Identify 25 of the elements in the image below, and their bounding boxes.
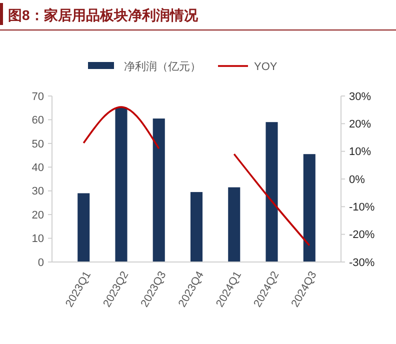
- y2-tick-label: 30%: [349, 90, 372, 103]
- y2-tick-label: 20%: [349, 118, 372, 131]
- bar: [266, 122, 278, 262]
- y2-tick-label: -20%: [349, 229, 375, 242]
- bar: [190, 192, 203, 262]
- y-tick-label: 30: [32, 186, 44, 198]
- legend-label: YOY: [254, 60, 278, 73]
- y-tick-label: 0: [38, 256, 44, 269]
- bar: [115, 108, 128, 262]
- bar: [78, 193, 90, 262]
- y-tick-label: 40: [32, 162, 44, 174]
- y-tick-label: 70: [32, 90, 44, 103]
- chart-title: 图8：家居用品板块净利润情况: [8, 7, 199, 23]
- y2-tick-label: -10%: [349, 202, 375, 214]
- y-tick-label: 50: [32, 138, 44, 150]
- legend-label: 净利润（亿元）: [124, 60, 201, 73]
- y-tick-label: 20: [32, 209, 44, 222]
- bar: [303, 154, 316, 262]
- bar: [228, 187, 240, 262]
- y2-tick-label: 10%: [349, 146, 372, 158]
- y-tick-label: 60: [32, 114, 44, 127]
- y2-tick-label: -30%: [349, 256, 375, 269]
- y-tick-label: 10: [32, 233, 44, 246]
- bar: [152, 118, 165, 262]
- y2-tick-label: 0%: [349, 174, 366, 186]
